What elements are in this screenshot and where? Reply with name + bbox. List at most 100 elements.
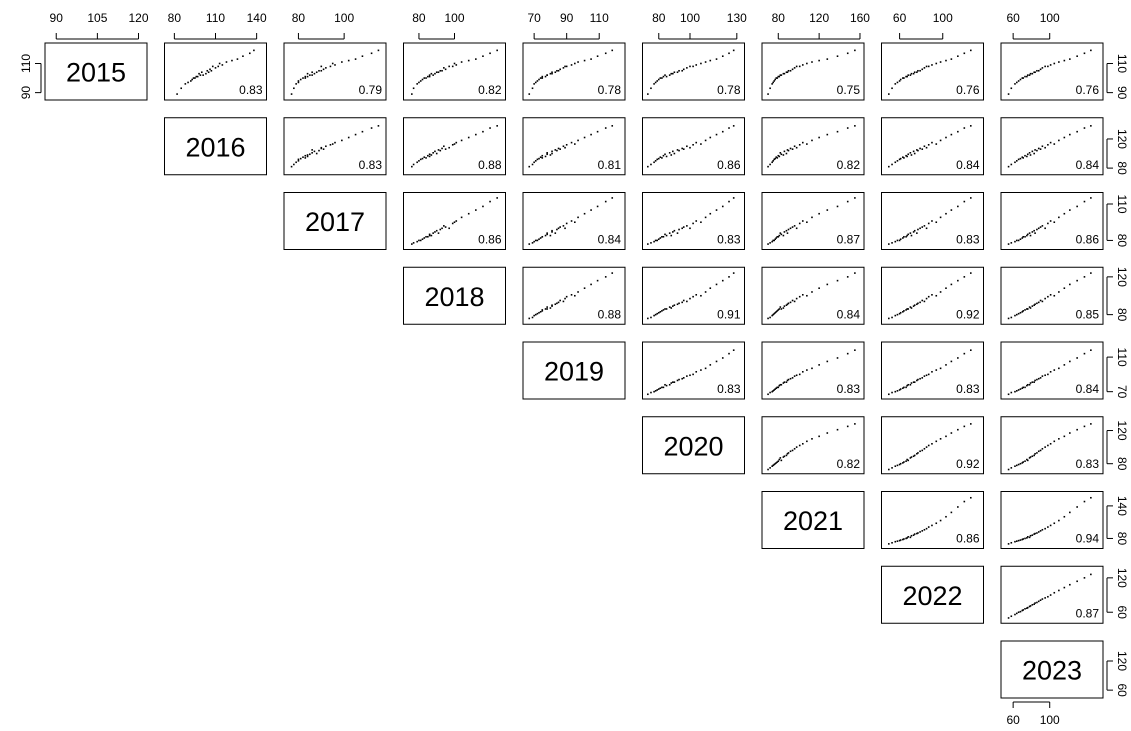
point <box>912 534 915 536</box>
point <box>728 127 730 129</box>
point <box>899 78 902 81</box>
point <box>903 386 905 389</box>
x-tick-label: 100 <box>933 11 953 25</box>
point <box>785 454 788 457</box>
point <box>896 464 899 467</box>
point <box>1021 462 1024 464</box>
point <box>963 276 966 278</box>
point <box>331 143 334 145</box>
point <box>664 74 666 76</box>
top-axis: 80 100 <box>292 11 354 40</box>
point <box>798 444 801 447</box>
x-tick-label: 160 <box>850 11 870 25</box>
point <box>682 377 685 379</box>
point <box>846 425 849 428</box>
point <box>1021 387 1024 390</box>
point <box>1026 383 1029 386</box>
point <box>939 139 942 142</box>
point <box>538 238 540 241</box>
point <box>439 228 442 231</box>
point <box>661 157 663 159</box>
point <box>546 153 548 156</box>
point <box>538 157 540 160</box>
point <box>665 155 668 158</box>
point <box>721 279 724 282</box>
point <box>917 532 919 534</box>
point <box>1041 300 1044 303</box>
point <box>1047 143 1049 146</box>
point <box>1021 311 1024 313</box>
point <box>370 127 373 129</box>
point <box>295 83 297 85</box>
point <box>678 69 680 72</box>
point <box>1031 72 1034 75</box>
point <box>1022 386 1024 389</box>
point <box>441 69 443 72</box>
point <box>779 74 782 76</box>
variable-label: 2020 <box>663 431 723 461</box>
point <box>662 154 665 157</box>
point <box>664 308 666 310</box>
point <box>467 212 470 215</box>
point <box>347 59 350 62</box>
point <box>818 212 820 215</box>
point <box>1007 393 1010 396</box>
point <box>551 71 553 74</box>
point <box>211 65 214 68</box>
correlation-label: 0.79 <box>359 83 383 97</box>
point <box>969 49 972 52</box>
point <box>1049 370 1052 373</box>
y-tick-label: 120 <box>1115 568 1129 588</box>
point <box>1017 463 1020 466</box>
point <box>818 364 820 366</box>
point <box>709 59 712 62</box>
point <box>1053 294 1056 297</box>
point <box>1041 598 1044 600</box>
point <box>299 78 302 81</box>
point <box>551 231 553 233</box>
point <box>896 390 899 392</box>
point <box>1026 153 1029 156</box>
point <box>939 519 942 522</box>
point <box>732 49 735 52</box>
panel-frame <box>403 42 506 101</box>
point <box>686 375 688 377</box>
point <box>564 227 566 230</box>
point <box>570 220 573 222</box>
point <box>912 305 915 307</box>
point <box>428 74 431 76</box>
point <box>184 83 187 85</box>
point <box>774 311 777 314</box>
point <box>950 511 953 514</box>
point <box>583 59 586 62</box>
point <box>780 383 783 386</box>
point <box>1053 440 1056 443</box>
point <box>777 235 780 238</box>
point <box>654 390 657 392</box>
point <box>777 460 780 463</box>
point <box>910 72 913 75</box>
point <box>443 225 445 227</box>
point <box>925 227 928 230</box>
point <box>902 156 904 158</box>
point <box>1037 227 1040 230</box>
point <box>891 87 893 90</box>
x-tick-label: 100 <box>680 11 700 25</box>
point <box>668 383 671 386</box>
point <box>1033 533 1035 535</box>
point <box>888 393 890 396</box>
point <box>776 235 779 238</box>
point <box>673 381 676 383</box>
point <box>771 314 773 317</box>
point <box>776 310 779 312</box>
point <box>1010 541 1013 544</box>
point <box>903 157 905 159</box>
point <box>309 153 311 156</box>
point <box>1041 447 1044 450</box>
point <box>782 456 785 458</box>
point <box>957 428 959 431</box>
x-tick-label: 80 <box>412 11 426 25</box>
point <box>331 62 334 65</box>
point <box>769 242 771 244</box>
point <box>811 291 813 293</box>
